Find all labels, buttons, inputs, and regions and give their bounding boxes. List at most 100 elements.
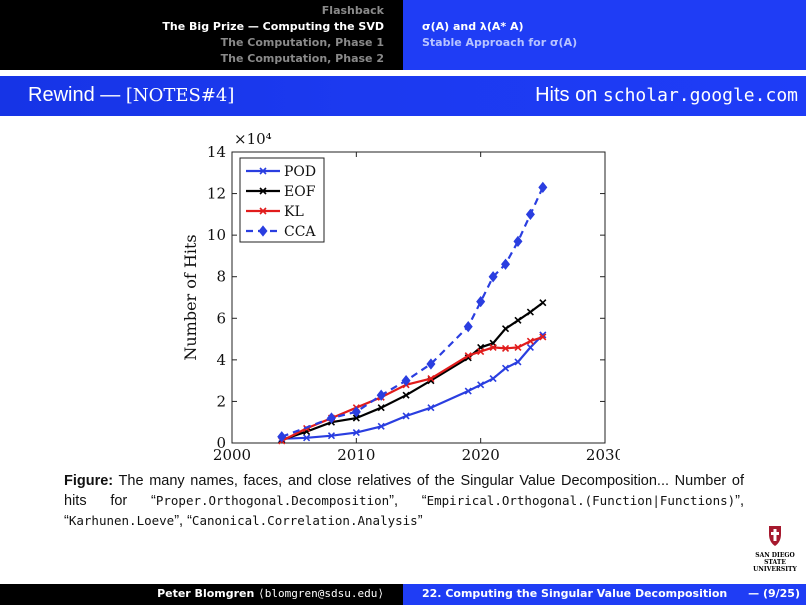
- data-point-eof: [352, 414, 360, 422]
- author-email[interactable]: ⟨blomgren@sdsu.edu⟩: [258, 587, 384, 600]
- data-point-eof: [501, 325, 510, 333]
- footer-page-number: — (9/25): [748, 587, 800, 600]
- frame-subtitle: Hits on scholar.google.com: [535, 84, 798, 107]
- data-point-eof: [526, 308, 534, 316]
- frame-title-main: Rewind —: [28, 84, 126, 106]
- frame-title-bar: Rewind — [NOTES#4] Hits on scholar.googl…: [0, 76, 806, 116]
- data-point-cca: [501, 258, 511, 270]
- data-point-pod: [377, 422, 385, 430]
- data-point-pod: [464, 387, 472, 395]
- logo-text-line1: SAN DIEGO STATE: [755, 552, 795, 566]
- data-point-kl: [477, 347, 485, 356]
- legend-label-kl: KL: [284, 204, 304, 220]
- section-nav: Flashback The Big Prize — Computing the …: [0, 0, 403, 70]
- data-point-pod: [477, 381, 485, 389]
- nav-item-phase-2[interactable]: The Computation, Phase 2: [220, 52, 384, 65]
- nav-item-big-prize[interactable]: The Big Prize — Computing the SVD: [162, 20, 384, 33]
- data-point-cca: [351, 406, 361, 418]
- data-point-pod: [501, 364, 510, 372]
- nav-item-flashback[interactable]: Flashback: [321, 4, 384, 17]
- data-point-kl: [489, 343, 497, 351]
- data-point-kl: [501, 344, 510, 352]
- data-point-cca: [326, 412, 336, 424]
- caption-sep: ”, “: [174, 513, 192, 529]
- data-point-eof: [539, 299, 547, 307]
- data-point-pod: [402, 412, 410, 420]
- caption-text: The many names, faces, and close relativ…: [64, 473, 744, 509]
- data-point-kl: [526, 337, 534, 345]
- y-axis-label: Number of Hits: [181, 234, 200, 360]
- data-point-kl: [539, 333, 547, 341]
- y-multiplier-label: ×10⁴: [234, 130, 272, 148]
- data-point-pod: [514, 358, 522, 366]
- data-point-eof: [514, 316, 522, 324]
- footer-author: Peter Blomgren ⟨blomgren@sdsu.edu⟩: [157, 587, 384, 600]
- x-tick-label: 2000: [213, 446, 251, 464]
- footer-bar: Peter Blomgren ⟨blomgren@sdsu.edu⟩ 22. C…: [0, 584, 806, 605]
- figure-caption: Figure: The many names, faces, and close…: [64, 472, 744, 531]
- data-point-cca: [277, 431, 287, 443]
- data-point-pod: [303, 434, 311, 442]
- footer-lecture-title: 22. Computing the Singular Value Decompo…: [422, 587, 728, 600]
- data-point-kl: [514, 343, 522, 351]
- nav-item-stable-approach[interactable]: Stable Approach for σ(A): [422, 36, 578, 49]
- sdsu-crest-icon: [769, 526, 781, 546]
- data-point-kl: [259, 207, 267, 215]
- caption-query-cca: Canonical.Correlation.Analysis: [191, 513, 418, 528]
- data-point-cca: [525, 208, 535, 220]
- y-tick-label: 8: [216, 268, 226, 286]
- footer-author-panel: Peter Blomgren ⟨blomgren@sdsu.edu⟩: [0, 584, 403, 605]
- data-point-eof: [259, 187, 267, 195]
- frame-title: Rewind — [NOTES#4]: [28, 84, 234, 107]
- nav-item-phase-1[interactable]: The Computation, Phase 1: [220, 36, 384, 49]
- series-line-eof: [281, 301, 544, 441]
- author-name: Peter Blomgren: [157, 587, 259, 600]
- caption-query-eof: Empirical.Orthogonal.(Function|Functions…: [426, 493, 736, 508]
- subsection-nav: σ(A) and λ(A* A) Stable Approach for σ(A…: [403, 0, 806, 70]
- y-tick-label: 0: [216, 434, 226, 452]
- y-tick-label: 14: [207, 143, 226, 161]
- data-point-pod: [352, 429, 360, 437]
- data-point-pod: [327, 432, 336, 440]
- x-tick-label: 2030: [586, 446, 620, 464]
- data-point-cca: [538, 181, 548, 193]
- frame-subtitle-url: scholar.google.com: [602, 85, 798, 106]
- data-point-eof: [402, 391, 410, 399]
- caption-end: ”: [417, 513, 423, 529]
- data-point-pod: [427, 404, 435, 412]
- frame-title-ref: [NOTES#4]: [125, 85, 235, 106]
- data-point-cca: [513, 235, 523, 248]
- data-point-eof: [377, 404, 385, 412]
- data-point-cca: [258, 225, 268, 237]
- y-tick-label: 12: [207, 185, 226, 203]
- footer-title-panel: 22. Computing the Singular Value Decompo…: [403, 584, 806, 605]
- legend-label-pod: POD: [284, 164, 316, 180]
- data-point-kl: [464, 352, 472, 360]
- caption-sep: ”, “: [389, 493, 427, 509]
- sdsu-logo: SAN DIEGO STATE UNIVERSITY: [748, 524, 802, 573]
- data-point-pod: [489, 374, 497, 383]
- caption-sep: ”, “: [64, 493, 745, 529]
- legend-label-cca: CCA: [284, 224, 316, 240]
- data-point-pod: [526, 343, 534, 351]
- y-tick-label: 6: [216, 309, 226, 327]
- y-tick-label: 4: [216, 351, 226, 369]
- data-point-cca: [476, 296, 486, 308]
- data-point-cca: [426, 358, 436, 370]
- logo-text-line2: UNIVERSITY: [753, 566, 797, 573]
- hits-line-chart: 2000 2010 2020 2030 0 2 4 6 8 10 12 14 ×10⁴ Number of…: [181, 130, 620, 464]
- caption-query-pod: Proper.Orthogonal.Decomposition: [155, 493, 390, 508]
- caption-label: Figure:: [64, 473, 114, 489]
- legend-label-eof: EOF: [284, 184, 316, 200]
- plot-frame: [231, 151, 606, 444]
- caption-query-kl: Karhunen.Loeve: [68, 513, 175, 528]
- nav-item-sigma-lambda[interactable]: σ(A) and λ(A* A): [422, 20, 524, 33]
- x-tick-label: 2020: [462, 446, 500, 464]
- y-tick-label: 10: [207, 226, 226, 244]
- data-point-cca: [488, 271, 498, 283]
- data-point-kl: [427, 374, 435, 383]
- data-point-pod: [259, 167, 267, 175]
- header-navigation: Flashback The Big Prize — Computing the …: [0, 0, 806, 70]
- data-point-cca: [376, 389, 386, 401]
- frame-subtitle-text: Hits on: [535, 84, 603, 106]
